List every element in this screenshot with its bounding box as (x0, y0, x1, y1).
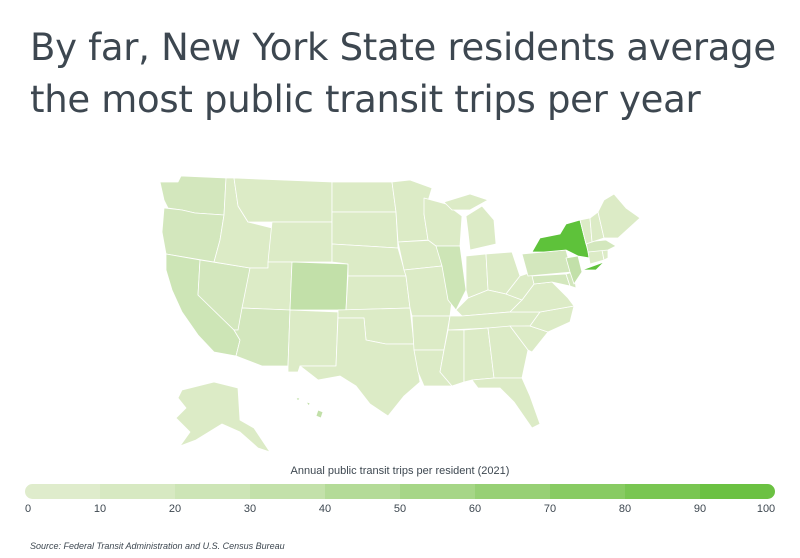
state-arkansas (411, 315, 451, 351)
legend-tick: 10 (93, 503, 107, 515)
state-texas (299, 317, 421, 417)
legend-tick: 40 (318, 503, 332, 515)
state-oregon (161, 207, 225, 263)
state-michigan (465, 205, 497, 251)
state-north-dakota (331, 181, 397, 213)
legend-segment-4 (325, 484, 400, 499)
source-note: Source: Federal Transit Administration a… (30, 541, 285, 551)
state-florida (471, 377, 541, 429)
legend-title: Annual public transit trips per resident… (290, 465, 510, 477)
legend-color-scale (25, 484, 775, 499)
legend-tick: 100 (756, 503, 776, 515)
state-long-island (581, 261, 605, 271)
state-kansas (345, 275, 411, 311)
legend-segment-5 (400, 484, 475, 499)
state-colorado (289, 261, 349, 311)
state-georgia (487, 325, 529, 379)
legend-tick: 20 (168, 503, 182, 515)
us-choropleth-map (159, 175, 641, 453)
state-alaska (175, 381, 271, 453)
legend-tick: 70 (543, 503, 557, 515)
state-new-mexico (287, 309, 339, 373)
state-michigan-up (443, 193, 489, 211)
legend-segment-1 (100, 484, 175, 499)
chart-title: By far, New York State residents average… (30, 26, 776, 121)
state-arizona (233, 307, 291, 367)
state-hawaii (315, 409, 324, 419)
state-south-dakota (331, 211, 399, 249)
legend-segment-8 (625, 484, 700, 499)
state-utah (241, 261, 293, 311)
state-north-carolina (529, 305, 575, 333)
state-hawaii-small-1 (305, 401, 311, 407)
legend-segment-9 (700, 484, 775, 499)
state-maryland (531, 273, 571, 287)
legend-segment-0 (25, 484, 100, 499)
state-maine (597, 193, 641, 239)
state-new-jersey (565, 255, 583, 285)
legend-segment-3 (250, 484, 325, 499)
legend-segment-2 (175, 484, 250, 499)
legend-tick: 90 (693, 503, 707, 515)
legend-segment-6 (475, 484, 550, 499)
legend-ticks: 0 10 20 30 40 50 60 70 80 90 100 (0, 503, 800, 517)
state-south-carolina (509, 325, 549, 353)
legend-tick: 30 (243, 503, 257, 515)
state-wyoming (267, 221, 333, 263)
state-massachusetts (585, 239, 617, 253)
state-pennsylvania (521, 249, 573, 277)
legend-tick: 50 (393, 503, 407, 515)
state-montana (233, 177, 333, 223)
legend-tick: 80 (618, 503, 632, 515)
legend-segment-7 (550, 484, 625, 499)
state-hawaii-small-2 (295, 397, 301, 402)
legend-tick: 0 (24, 503, 32, 515)
legend-tick: 60 (468, 503, 482, 515)
